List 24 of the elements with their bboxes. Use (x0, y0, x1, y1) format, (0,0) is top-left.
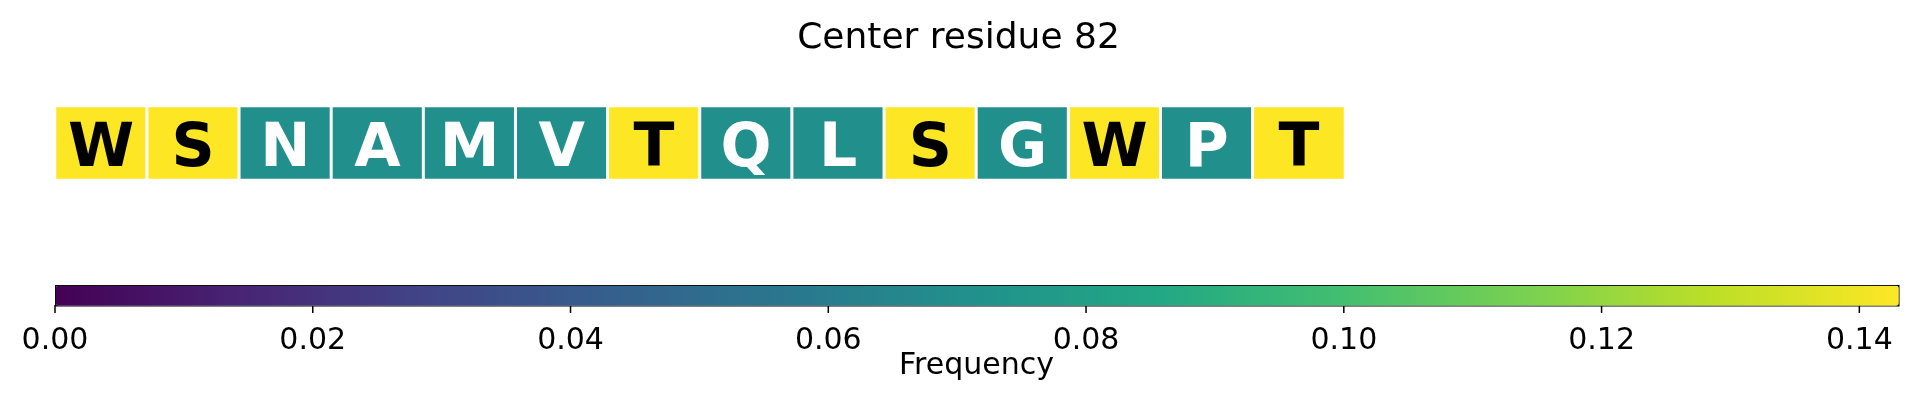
data-label: G (997, 110, 1048, 180)
color-bar-label: 0.08 (1052, 320, 1120, 356)
data-label: V (538, 110, 586, 180)
data-label: S (171, 110, 215, 180)
color-bar-label: 0.00 (21, 320, 89, 356)
color-bar-label: 0.06 (794, 320, 862, 356)
data-label: P (1184, 110, 1229, 180)
data-label: L (819, 110, 858, 180)
data-label: Q (720, 110, 772, 180)
data-label: T (1278, 110, 1320, 180)
data-label: N (260, 110, 311, 180)
color-bar-label: 0.10 (1310, 320, 1378, 356)
color-bar-title: Frequency (899, 345, 1054, 381)
data-label: S (908, 110, 952, 180)
data-label: T (633, 110, 675, 180)
data-label: M (439, 110, 500, 180)
color-bar-label: 0.12 (1568, 320, 1635, 356)
data-label: W (1081, 110, 1148, 180)
chart-title: Center residue 82 (797, 14, 1120, 56)
color-bar-label: 0.14 (1825, 320, 1893, 356)
data-label: W (67, 110, 135, 180)
data-label: A (354, 110, 402, 180)
color-bar-label: 0.02 (279, 320, 347, 356)
color-bar-label: 0.04 (537, 320, 604, 356)
